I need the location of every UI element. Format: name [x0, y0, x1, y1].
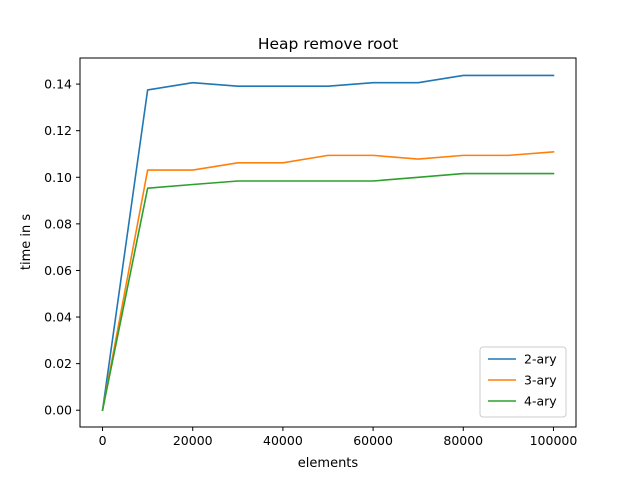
- y-tick-label: 0.02: [44, 356, 72, 371]
- y-tick-label: 0.12: [44, 123, 72, 138]
- y-tick-label: 0.04: [44, 310, 72, 325]
- x-tick-label: 40000: [263, 433, 303, 448]
- series-line-3-ary: [101, 151, 555, 412]
- y-axis-ticks: 0.00 0.02 0.04 0.06 0.08 0.10 0.12 0.14: [44, 77, 80, 418]
- y-axis-label: time in s: [19, 214, 34, 270]
- x-tick-label: 80000: [443, 433, 483, 448]
- x-axis-label: elements: [298, 456, 359, 471]
- y-tick-label: 0.00: [44, 403, 72, 418]
- legend-box: [479, 346, 567, 418]
- legend: 2-ary 3-ary 4-ary: [479, 346, 567, 418]
- series-line-2-ary: [101, 74, 555, 412]
- plot-lines: [101, 74, 555, 412]
- series-line-4-ary: [101, 172, 555, 412]
- x-tick-label: 60000: [353, 433, 393, 448]
- x-tick-label: 100000: [530, 433, 578, 448]
- legend-label-2-ary: 2-ary: [524, 352, 557, 367]
- x-axis-ticks: 0 20000 40000 60000 80000 100000: [99, 427, 578, 448]
- plot-area-frame: [79, 57, 577, 428]
- chart-title: Heap remove root: [258, 35, 398, 53]
- y-tick-label: 0.08: [44, 216, 72, 231]
- y-tick-label: 0.14: [44, 77, 72, 92]
- x-tick-label: 0: [99, 433, 107, 448]
- legend-label-3-ary: 3-ary: [524, 373, 557, 388]
- y-tick-label: 0.06: [44, 263, 72, 278]
- y-tick-label: 0.10: [44, 170, 72, 185]
- x-tick-label: 20000: [173, 433, 213, 448]
- legend-label-4-ary: 4-ary: [524, 394, 557, 409]
